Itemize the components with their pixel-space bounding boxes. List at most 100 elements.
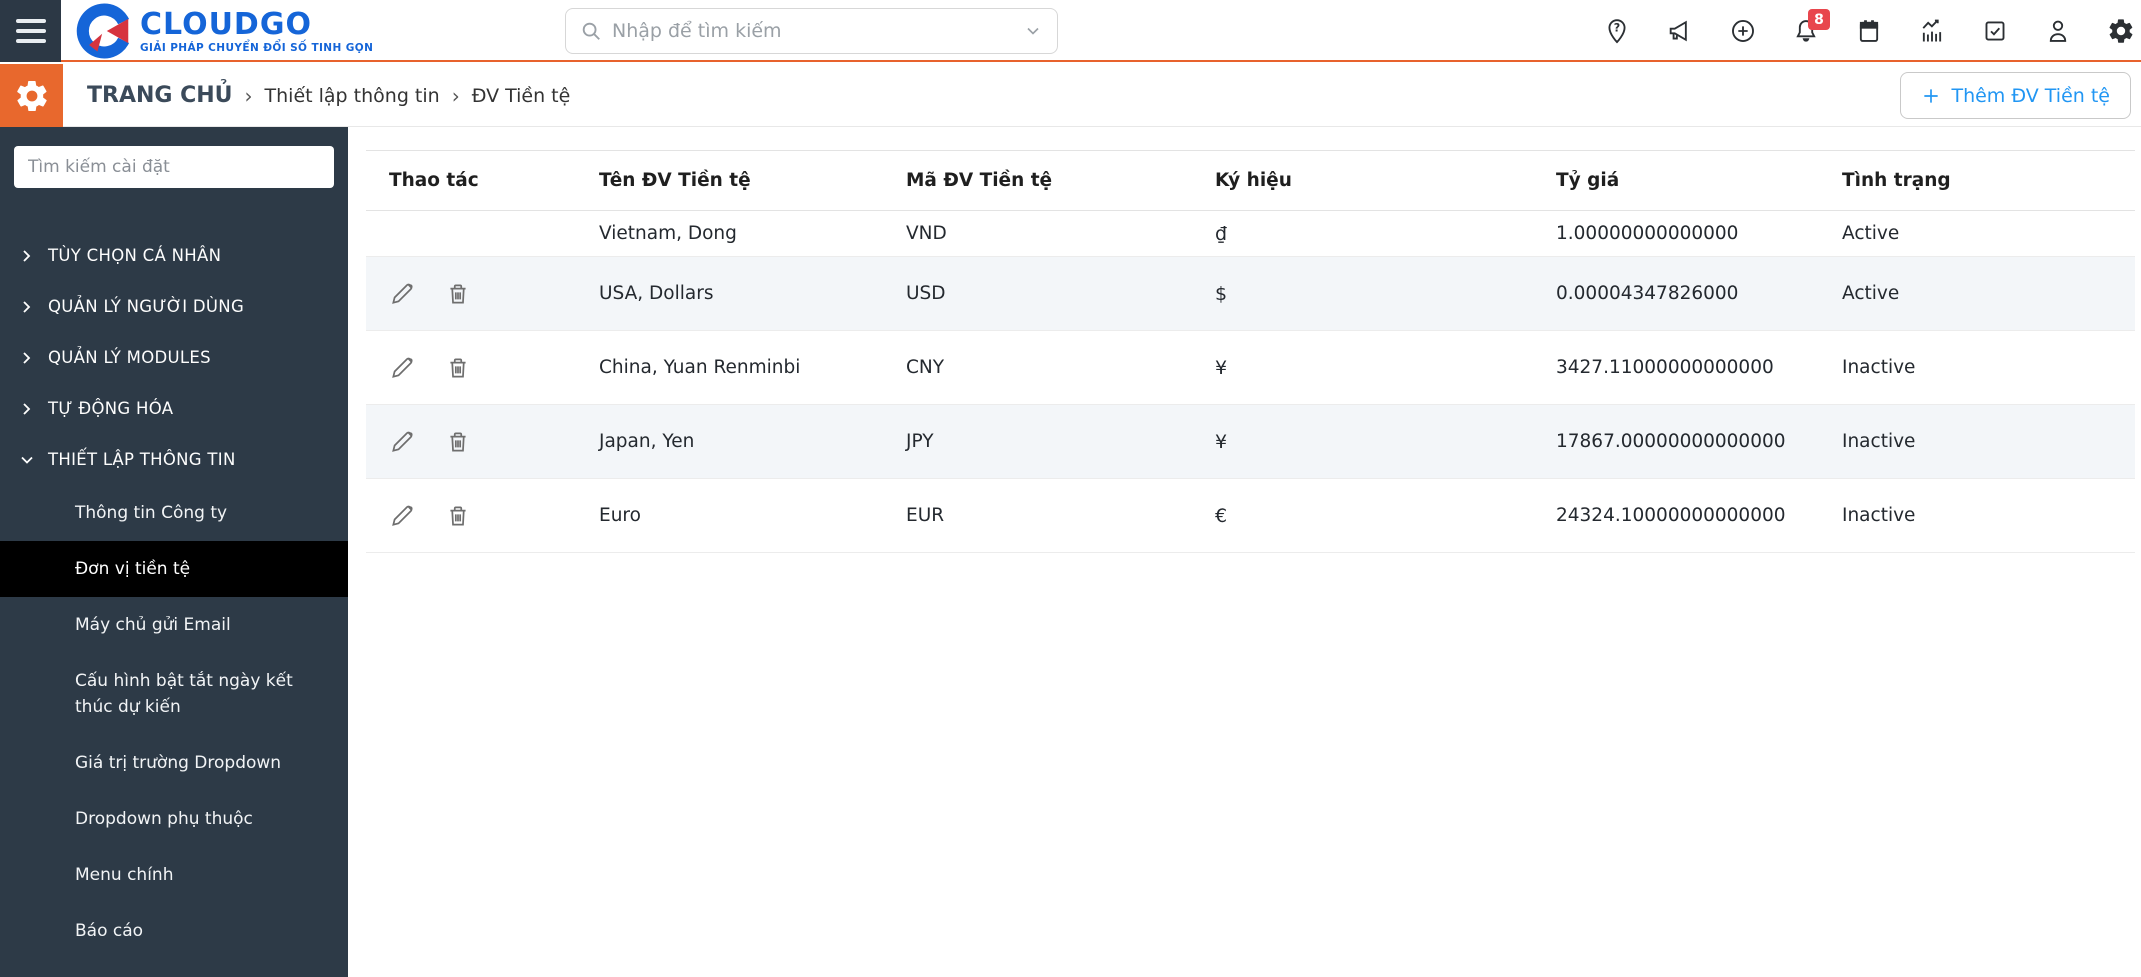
add-circle-icon[interactable]: [1729, 17, 1757, 45]
main-content: Thao tác Tên ĐV Tiền tệ Mã ĐV Tiền tệ Ký…: [348, 127, 2141, 977]
currency-code: CNY: [906, 357, 945, 378]
table-row: Japan, Yen JPY ¥ 17867.00000000000000 In…: [366, 404, 2135, 479]
sidebar-subitem-reports[interactable]: Báo cáo: [75, 921, 144, 941]
breadcrumb-home[interactable]: TRANG CHỦ: [87, 83, 233, 108]
location-pin-icon[interactable]: ?: [1603, 17, 1631, 45]
status-value: Inactive: [1842, 431, 1916, 452]
delete-icon[interactable]: [445, 503, 471, 529]
currency-rate: 1.00000000000000: [1556, 223, 1739, 244]
tasks-icon[interactable]: [1981, 17, 2009, 45]
sidebar-subitem-main-menu[interactable]: Menu chính: [75, 865, 174, 885]
sidebar-item-module-management[interactable]: QUẢN LÝ MODULES: [0, 332, 348, 383]
chevron-right-icon: [20, 402, 34, 416]
svg-text:?: ?: [1614, 22, 1620, 35]
currency-code: VND: [906, 223, 947, 244]
currency-symbol: $: [1215, 282, 1228, 305]
currency-symbol: ₫: [1215, 222, 1228, 245]
settings-module-badge[interactable]: [0, 64, 63, 127]
col-header-name: Tên ĐV Tiền tệ: [599, 170, 751, 191]
chevron-right-icon: [20, 249, 34, 263]
analytics-icon[interactable]: [1918, 17, 1946, 45]
sidebar-item-label: QUẢN LÝ NGƯỜI DÙNG: [48, 297, 245, 316]
sidebar-item-automation[interactable]: TỰ ĐỘNG HÓA: [0, 383, 348, 434]
col-header-code: Mã ĐV Tiền tệ: [906, 170, 1053, 191]
table-row: Vietnam, Dong VND ₫ 1.00000000000000 Act…: [366, 211, 2135, 257]
delete-icon[interactable]: [445, 281, 471, 307]
currency-name: Euro: [599, 505, 641, 526]
profile-icon[interactable]: [2044, 17, 2072, 45]
edit-icon[interactable]: [389, 429, 415, 455]
logo-tagline: GIẢI PHÁP CHUYỂN ĐỔI SỐ TINH GỌN: [140, 41, 374, 54]
breadcrumb-separator: ›: [244, 83, 253, 108]
notifications-icon[interactable]: 8: [1792, 9, 1830, 45]
currency-name: Vietnam, Dong: [599, 223, 737, 244]
action-cell-empty: [366, 211, 576, 257]
sidebar-item-label: QUẢN LÝ MODULES: [48, 348, 211, 367]
global-search-input[interactable]: [612, 20, 1013, 42]
currency-code: EUR: [906, 505, 945, 526]
currency-code: USD: [906, 283, 946, 304]
sidebar-subitem-dropdown-values[interactable]: Giá trị trường Dropdown: [75, 753, 282, 773]
edit-icon[interactable]: [389, 355, 415, 381]
chevron-right-icon: [20, 300, 34, 314]
status-value: Active: [1842, 223, 1900, 244]
chevron-down-icon[interactable]: [1023, 21, 1043, 41]
edit-icon[interactable]: [389, 281, 415, 307]
breadcrumb-settings[interactable]: Thiết lập thông tin: [264, 84, 440, 107]
plus-icon: [1924, 88, 1939, 103]
delete-icon[interactable]: [445, 429, 471, 455]
col-header-rate: Tỷ giá: [1556, 170, 1620, 191]
sidebar-item-personal[interactable]: TÙY CHỌN CÁ NHÂN: [0, 230, 348, 281]
top-bar: CLOUDGO GIẢI PHÁP CHUYỂN ĐỔI SỐ TINH GỌN…: [0, 0, 2141, 62]
table-row: Euro EUR € 24324.10000000000000 Inactive: [366, 479, 2135, 553]
sidebar-item-label: TỰ ĐỘNG HÓA: [48, 399, 174, 418]
currency-code: JPY: [906, 431, 934, 452]
chevron-down-icon: [20, 453, 34, 467]
sidebar-subitem-currency[interactable]: Đơn vị tiền tệ: [0, 541, 348, 597]
status-value: Inactive: [1842, 357, 1916, 378]
currency-name: China, Yuan Renminbi: [599, 357, 801, 378]
hamburger-menu-icon[interactable]: [0, 0, 61, 62]
currency-rate: 24324.10000000000000: [1556, 505, 1786, 526]
settings-sidebar: TÙY CHỌN CÁ NHÂN QUẢN LÝ NGƯỜI DÙNG QUẢN…: [0, 127, 348, 977]
delete-icon[interactable]: [445, 355, 471, 381]
chevron-right-icon: [20, 351, 34, 365]
currency-symbol: ¥: [1215, 430, 1228, 453]
notification-badge: 8: [1808, 9, 1830, 30]
sidebar-subitem-end-date-config[interactable]: Cấu hình bật tắt ngày kết thúc dự kiến: [75, 671, 293, 717]
table-row: China, Yuan Renminbi CNY ¥ 3427.11000000…: [366, 331, 2135, 405]
edit-icon[interactable]: [389, 503, 415, 529]
settings-icon[interactable]: [2107, 17, 2135, 45]
currency-name: Japan, Yen: [599, 431, 695, 452]
currency-rate: 17867.00000000000000: [1556, 431, 1786, 452]
sidebar-search-input[interactable]: [14, 146, 334, 188]
topbar-icon-group: ? 8: [1603, 0, 2135, 62]
cloudgo-logo[interactable]: CLOUDGO GIẢI PHÁP CHUYỂN ĐỔI SỐ TINH GỌN: [76, 3, 373, 59]
status-value: Active: [1842, 283, 1900, 304]
table-header-row: Thao tác Tên ĐV Tiền tệ Mã ĐV Tiền tệ Ký…: [366, 150, 2135, 211]
sidebar-item-configuration[interactable]: THIẾT LẬP THÔNG TIN: [0, 434, 348, 485]
currency-rate: 3427.11000000000000: [1556, 357, 1774, 378]
col-header-symbol: Ký hiệu: [1215, 170, 1292, 191]
currency-symbol: €: [1215, 504, 1228, 527]
sidebar-nav: TÙY CHỌN CÁ NHÂN QUẢN LÝ NGƯỜI DÙNG QUẢN…: [0, 230, 348, 959]
logo-title: CLOUDGO: [140, 6, 312, 42]
breadcrumb-currency[interactable]: ĐV Tiền tệ: [471, 84, 571, 107]
table-row: USA, Dollars USD $ 0.00004347826000 Acti…: [366, 256, 2135, 331]
currency-rate: 0.00004347826000: [1556, 283, 1739, 304]
breadcrumb-separator: ›: [451, 83, 460, 108]
currency-table: Thao tác Tên ĐV Tiền tệ Mã ĐV Tiền tệ Ký…: [366, 150, 2135, 553]
sidebar-subitem-email-server[interactable]: Máy chủ gửi Email: [75, 615, 231, 635]
global-search[interactable]: [565, 8, 1058, 54]
sidebar-item-label: TÙY CHỌN CÁ NHÂN: [48, 246, 222, 265]
announcement-icon[interactable]: [1666, 17, 1694, 45]
sidebar-item-user-management[interactable]: QUẢN LÝ NGƯỜI DÙNG: [0, 281, 348, 332]
calendar-icon[interactable]: [1855, 17, 1883, 45]
add-currency-button[interactable]: Thêm ĐV Tiền tệ: [1900, 72, 2131, 119]
cloudgo-logo-icon: [76, 3, 130, 59]
sidebar-subitem-dependent-dropdown[interactable]: Dropdown phụ thuộc: [75, 809, 253, 829]
sidebar-subitem-company-info[interactable]: Thông tin Công ty: [75, 503, 228, 523]
status-value: Inactive: [1842, 505, 1916, 526]
col-header-actions: Thao tác: [389, 170, 479, 191]
breadcrumb-bar: TRANG CHỦ › Thiết lập thông tin › ĐV Tiề…: [0, 64, 2141, 127]
